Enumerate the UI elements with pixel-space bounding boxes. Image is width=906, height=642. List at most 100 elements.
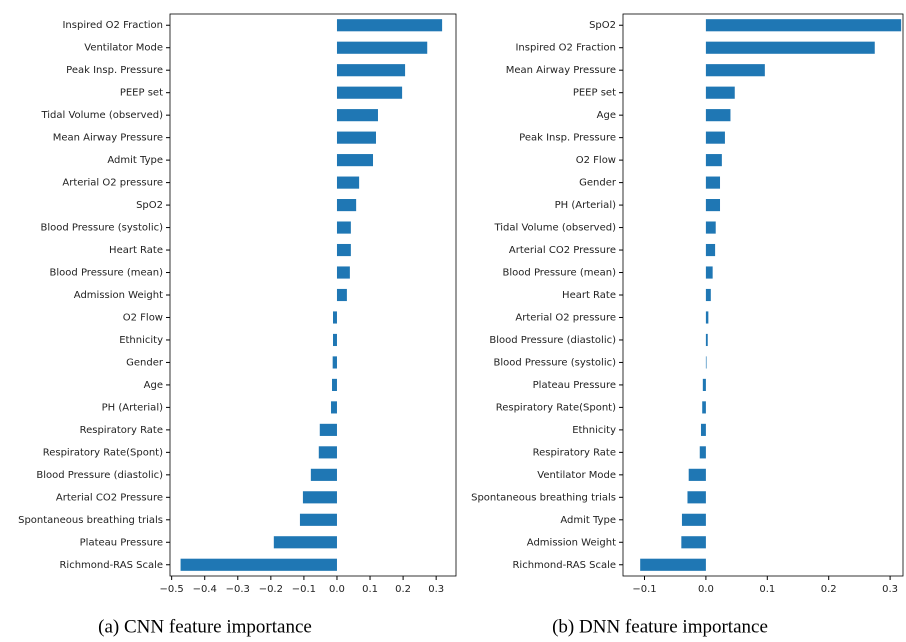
bar bbox=[705, 131, 725, 144]
category-label: Respiratory Rate bbox=[80, 425, 163, 436]
x-tick-label: −0.4 bbox=[193, 584, 217, 595]
bar bbox=[336, 109, 378, 122]
plot-frame bbox=[169, 13, 457, 577]
category-label: SpO2 bbox=[136, 200, 163, 211]
category-label: Plateau Pressure bbox=[533, 380, 616, 391]
category-label: Richmond-RAS Scale bbox=[512, 560, 616, 571]
category-label: Age bbox=[597, 110, 616, 121]
category-label: Respiratory Rate(Spont) bbox=[496, 402, 616, 413]
category-label: Gender bbox=[579, 178, 617, 189]
bar bbox=[310, 468, 337, 481]
category-label: Ethnicity bbox=[119, 335, 163, 346]
x-tick-label: 0.0 bbox=[698, 584, 714, 595]
category-label: Arterial CO2 Pressure bbox=[56, 492, 163, 503]
category-label: PEEP set bbox=[573, 88, 616, 99]
bar bbox=[302, 491, 337, 504]
bar bbox=[700, 423, 706, 436]
bar bbox=[705, 199, 721, 212]
x-tick-label: 0.3 bbox=[428, 584, 444, 595]
bar bbox=[705, 333, 708, 347]
category-label: Ethnicity bbox=[572, 425, 616, 436]
category-label: Inspired O2 Fraction bbox=[515, 43, 616, 54]
category-label: Arterial O2 pressure bbox=[62, 178, 163, 189]
bar bbox=[705, 19, 902, 32]
category-label: Tidal Volume (observed) bbox=[40, 110, 163, 121]
bar bbox=[688, 468, 706, 481]
x-tick-label: −0.5 bbox=[160, 584, 184, 595]
bar bbox=[702, 401, 706, 414]
bar bbox=[336, 176, 360, 189]
x-tick-label: 0.2 bbox=[395, 584, 411, 595]
bar bbox=[705, 221, 716, 234]
bar bbox=[336, 41, 428, 54]
category-label: Admission Weight bbox=[527, 537, 616, 548]
bar bbox=[336, 243, 351, 257]
bar bbox=[331, 401, 337, 414]
category-label: SpO2 bbox=[589, 20, 616, 31]
bar bbox=[332, 378, 337, 391]
caption: (a) CNN feature importance bbox=[98, 616, 312, 637]
category-label: Respiratory Rate bbox=[533, 447, 616, 458]
category-label: Arterial CO2 Pressure bbox=[509, 245, 616, 256]
category-label: Spontaneous breathing trials bbox=[471, 492, 616, 503]
category-label: Ventilator Mode bbox=[537, 470, 616, 481]
category-label: Arterial O2 pressure bbox=[515, 312, 616, 323]
category-label: Age bbox=[144, 380, 163, 391]
category-label: Heart Rate bbox=[109, 245, 163, 256]
bar bbox=[336, 266, 350, 279]
category-label: Ventilator Mode bbox=[84, 43, 163, 54]
x-tick-label: 0.1 bbox=[759, 584, 775, 595]
category-label: O2 Flow bbox=[123, 312, 163, 323]
bar bbox=[681, 513, 706, 526]
category-label: Admission Weight bbox=[74, 290, 163, 301]
category-label: PH (Arterial) bbox=[102, 402, 163, 413]
bar bbox=[336, 131, 376, 144]
x-tick-label: −0.1 bbox=[292, 584, 316, 595]
x-tick-label: 0.2 bbox=[821, 584, 837, 595]
bar bbox=[319, 423, 337, 436]
bar bbox=[333, 333, 337, 347]
category-label: Mean Airway Pressure bbox=[506, 65, 616, 76]
x-tick-label: 0.1 bbox=[362, 584, 378, 595]
category-label: Mean Airway Pressure bbox=[53, 133, 163, 144]
category-label: O2 Flow bbox=[576, 155, 616, 166]
bar bbox=[273, 536, 337, 549]
caption: (b) DNN feature importance bbox=[552, 616, 768, 637]
bar bbox=[705, 64, 765, 77]
x-tick-label: 0.0 bbox=[329, 584, 345, 595]
category-label: Admit Type bbox=[560, 515, 616, 526]
bar bbox=[705, 41, 875, 54]
category-label: Blood Pressure (mean) bbox=[503, 268, 617, 279]
category-label: Blood Pressure (systolic) bbox=[40, 223, 163, 234]
bar bbox=[336, 64, 406, 77]
x-tick-label: 0.3 bbox=[882, 584, 898, 595]
category-label: Gender bbox=[126, 357, 164, 368]
bar bbox=[336, 288, 347, 302]
bar bbox=[681, 536, 706, 549]
bar bbox=[299, 513, 337, 526]
category-label: Plateau Pressure bbox=[80, 537, 163, 548]
category-label: Respiratory Rate(Spont) bbox=[43, 447, 163, 458]
category-label: Inspired O2 Fraction bbox=[62, 20, 163, 31]
bar bbox=[705, 266, 713, 279]
bar bbox=[687, 491, 706, 504]
bar bbox=[640, 558, 706, 571]
bar bbox=[705, 243, 716, 257]
bar bbox=[705, 154, 722, 167]
category-label: Spontaneous breathing trials bbox=[18, 515, 163, 526]
category-label: Blood Pressure (diastolic) bbox=[36, 470, 163, 481]
category-label: Peak Insp. Pressure bbox=[66, 65, 163, 76]
category-label: Heart Rate bbox=[562, 290, 616, 301]
category-label: PH (Arterial) bbox=[555, 200, 616, 211]
bar bbox=[336, 154, 374, 167]
category-label: Blood Pressure (mean) bbox=[50, 268, 164, 279]
bar bbox=[705, 311, 709, 324]
bar bbox=[702, 378, 706, 391]
bar bbox=[705, 356, 707, 369]
x-tick-label: −0.3 bbox=[226, 584, 250, 595]
category-label: Blood Pressure (diastolic) bbox=[489, 335, 616, 346]
bar bbox=[699, 446, 706, 459]
bar bbox=[332, 356, 337, 369]
category-label: Peak Insp. Pressure bbox=[519, 133, 616, 144]
